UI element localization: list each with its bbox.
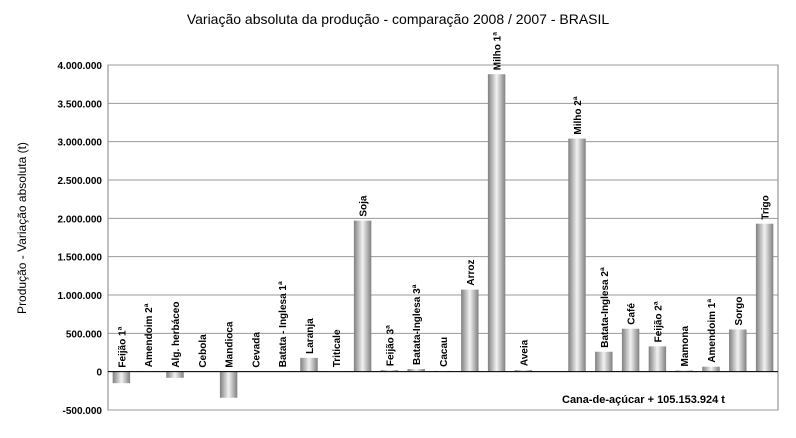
- y-tick-label: 3.000.000: [58, 138, 103, 149]
- bar-label: Mamona: [680, 326, 691, 367]
- bar-label: Soja: [359, 195, 370, 217]
- bar-label: Batata-Inglesa 2ª: [600, 267, 611, 348]
- bar-label: Milho 2ª: [573, 96, 584, 134]
- bar-label: Batata - Inglesa 1ª: [278, 281, 289, 367]
- plot-area: [107, 64, 779, 411]
- bar-label: Triticale: [332, 329, 343, 367]
- bar: [407, 368, 425, 372]
- y-tick-label: 500.000: [66, 329, 103, 340]
- bar-label: Batata-Inglesa 3ª: [412, 284, 423, 365]
- bar-label: Amendoim 1ª: [707, 299, 718, 363]
- bar-label: Laranja: [305, 318, 316, 354]
- y-tick-label: 1.500.000: [58, 253, 103, 264]
- bar-labels: Feijão 1ª Amendoim 2ª Alg. herbáceo Cebola M…: [117, 32, 771, 368]
- bar: [487, 74, 506, 372]
- bar: [621, 328, 640, 372]
- bar: [353, 220, 372, 372]
- bar: [300, 357, 318, 372]
- bar-label: Cacau: [439, 337, 450, 367]
- y-tick-label: 2.500.000: [58, 176, 103, 187]
- bar-label: Arroz: [466, 260, 477, 286]
- bar-label: Trigo: [761, 195, 772, 219]
- bar: [461, 289, 479, 372]
- bar-label: Feijão 2ª: [653, 301, 664, 342]
- bar: [568, 138, 586, 372]
- bar: [219, 371, 238, 398]
- bar-label: Feijão 1ª: [117, 326, 128, 367]
- annotation-cana: Cana-de-açúcar + 105.153.924 t: [562, 394, 725, 406]
- y-tick-label: 2.000.000: [58, 214, 103, 225]
- bar-label: Café: [627, 303, 638, 325]
- chart-title: Variação absoluta da produção - comparaç…: [187, 11, 610, 27]
- bar-label: Cebola: [198, 334, 209, 368]
- bar-label: Mandioca: [225, 321, 236, 368]
- bar-label: Cevada: [251, 332, 262, 368]
- bar-label: Milho 1ª: [493, 32, 504, 70]
- y-tick-label: 0: [96, 368, 102, 379]
- bars: [112, 74, 774, 398]
- y-tick-label: 3.500.000: [58, 99, 103, 110]
- bar: [380, 370, 399, 372]
- bar: [514, 370, 533, 372]
- bar: [702, 366, 720, 372]
- bar-label: Alg. herbáceo: [171, 302, 182, 368]
- bar: [648, 346, 667, 372]
- bar-label: Feijão 3ª: [385, 325, 396, 366]
- bar: [755, 223, 774, 372]
- y-tick-label: 1.000.000: [58, 291, 103, 302]
- bar-label: Aveia: [519, 339, 530, 366]
- bar: [675, 370, 693, 372]
- bar: [595, 351, 613, 372]
- bar-label: Amendoim 2ª: [144, 303, 155, 367]
- bar-label: Sorgo: [734, 297, 745, 326]
- y-axis-ticks: -500.000 0 500.000 1.000.000 1.500.000 2.000.…: [58, 61, 103, 417]
- y-tick-label: -500.000: [63, 406, 103, 417]
- bar: [729, 329, 747, 372]
- y-tick-label: 4.000.000: [58, 61, 103, 72]
- bar: [166, 371, 184, 378]
- bar: [112, 371, 131, 384]
- y-axis-label: Produção - Variação absoluta (t): [15, 142, 29, 314]
